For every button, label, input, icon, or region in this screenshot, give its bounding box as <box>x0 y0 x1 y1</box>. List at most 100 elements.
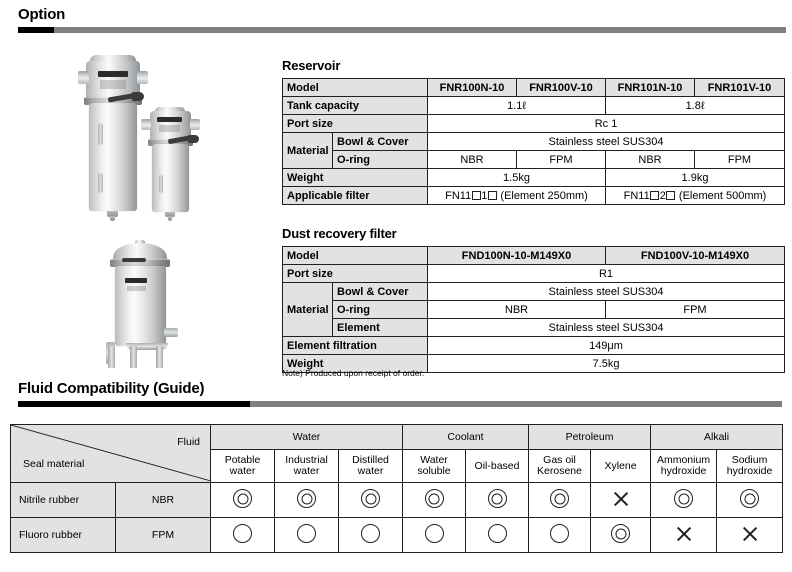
table-row: Port size Rc 1 <box>282 114 785 133</box>
rating-fpm-4 <box>464 517 530 553</box>
table-row: Model FNR100N-10 FNR100V-10 FNR101N-10 F… <box>282 78 785 97</box>
reservoir-weight-label: Weight <box>282 168 428 187</box>
reservoir-bowl-cover-label: Bowl & Cover <box>332 132 428 151</box>
fluid-col-sodium-hydroxide: Sodium hydroxide <box>716 449 784 483</box>
rating-double-circle-icon <box>424 489 444 508</box>
table-row: Fluoro rubber FPM <box>10 517 784 553</box>
rating-cross-icon <box>612 490 630 508</box>
dust-element-filtration-label: Element filtration <box>282 336 428 355</box>
dust-filter-note: Note) Produced upon receipt of order. <box>282 368 425 378</box>
reservoir-tank-capacity-1: 1.1ℓ <box>427 96 606 115</box>
fluid-row-material-nbr: Nitrile rubber <box>10 482 116 518</box>
reservoir-tank-capacity-2: 1.8ℓ <box>605 96 785 115</box>
fluid-compatibility-table: Fluid Seal material Water Coolant Petrol… <box>10 424 784 553</box>
rating-fpm-0 <box>210 517 275 553</box>
table-row: Material Bowl & Cover Stainless steel SU… <box>282 132 785 169</box>
fluid-rule-black <box>18 401 250 407</box>
rating-fpm-2 <box>338 517 403 553</box>
table-row: O-ring NBR FPM NBR FPM <box>283 150 785 169</box>
rating-double-circle-icon <box>740 489 760 508</box>
fluid-col-industrial-water: Industrial water <box>274 449 339 483</box>
rating-single-circle-icon <box>424 524 444 543</box>
reservoir-weight-2: 1.9kg <box>605 168 785 187</box>
dust-model-1: FND100N-10-M149X0 <box>427 246 606 265</box>
table-row: Material Bowl & Cover Stainless steel SU… <box>282 282 785 337</box>
table-row: Applicable filter FN11 1 (Element 250mm) … <box>282 186 785 205</box>
reservoir-bowl-cover-value: Stainless steel SUS304 <box>427 132 785 151</box>
dust-bowl-cover-value: Stainless steel SUS304 <box>427 282 785 301</box>
reservoir-oring-1: NBR <box>427 150 517 169</box>
fluid-compatibility-title: Fluid Compatibility (Guide) <box>18 380 205 397</box>
rating-double-circle-icon <box>611 524 631 543</box>
fluid-group-petroleum: Petroleum <box>528 424 652 450</box>
fluid-compatibility-section-header: Fluid Compatibility (Guide) <box>0 380 792 407</box>
table-row: Nitrile rubber NBR <box>10 482 784 518</box>
reservoir-port-size-value: Rc 1 <box>427 114 785 133</box>
fluid-row-code-fpm: FPM <box>115 517 211 553</box>
rating-nbr-5 <box>528 482 592 518</box>
rating-double-circle-icon <box>550 489 570 508</box>
table-row: Port size R1 <box>282 264 785 283</box>
rating-single-circle-icon <box>297 524 316 543</box>
table-row: Tank capacity 1.1ℓ 1.8ℓ <box>282 96 785 115</box>
fluid-row-material-fpm: Fluoro rubber <box>10 517 116 553</box>
reservoir-oring-4: FPM <box>694 150 785 169</box>
rating-single-circle-icon <box>233 524 252 543</box>
table-row: O-ring NBR FPM <box>283 300 785 319</box>
dust-element-filtration-value: 149μm <box>427 336 785 355</box>
dust-recovery-filter-table: Model FND100N-10-M149X0 FND100V-10-M149X… <box>282 246 785 373</box>
option-section-header: Option <box>0 6 792 33</box>
fluid-col-water-soluble: Water soluble <box>402 449 466 483</box>
rating-nbr-2 <box>338 482 403 518</box>
rating-nbr-3 <box>402 482 466 518</box>
rating-fpm-7 <box>650 517 718 553</box>
reservoir-table-title: Reservoir <box>282 58 341 73</box>
rating-double-circle-icon <box>297 489 316 508</box>
dust-weight-value: 7.5kg <box>427 354 785 373</box>
fluid-group-coolant: Coolant <box>401 424 530 450</box>
rating-nbr-8 <box>716 482 784 518</box>
rating-cross-icon <box>741 525 759 543</box>
dust-port-size-value: R1 <box>427 264 785 283</box>
rating-nbr-1 <box>274 482 339 518</box>
fluid-row-code-nbr: NBR <box>115 482 211 518</box>
dust-port-size-label: Port size <box>282 264 428 283</box>
fluid-group-water: Water <box>210 424 403 450</box>
square-placeholder-icon <box>666 190 676 200</box>
fluid-col-xylene: Xylene <box>590 449 652 483</box>
table-row: Weight 7.5kg <box>282 354 785 373</box>
dust-material-label: Material <box>282 282 333 337</box>
rating-double-circle-icon <box>674 489 694 508</box>
rating-cross-icon <box>675 525 693 543</box>
dust-element-label: Element <box>332 318 428 337</box>
dust-bowl-cover-label: Bowl & Cover <box>332 282 428 301</box>
seal-material-axis-label: Seal material <box>23 458 85 470</box>
fluid-col-ammonium-hydroxide: Ammonium hydroxide <box>650 449 718 483</box>
fluid-compatibility-rule <box>0 401 792 407</box>
reservoir-material-label: Material <box>282 132 333 169</box>
rating-fpm-1 <box>274 517 339 553</box>
reservoir-applicable-filter-2: FN11 2 (Element 500mm) <box>605 186 785 205</box>
dust-model-label: Model <box>282 246 428 265</box>
dust-oring-2: FPM <box>605 300 785 319</box>
fluid-subheader-row: Potable water Industrial water Distilled… <box>11 449 784 483</box>
table-row: Element Stainless steel SUS304 <box>283 318 785 337</box>
rating-fpm-5 <box>528 517 592 553</box>
fluid-axis-label: Fluid <box>177 436 200 448</box>
table-row: Model FND100N-10-M149X0 FND100V-10-M149X… <box>282 246 785 265</box>
rating-double-circle-icon <box>361 489 380 508</box>
reservoir-oring-3: NBR <box>605 150 695 169</box>
option-rule-black <box>18 27 54 33</box>
table-row: Weight 1.5kg 1.9kg <box>282 168 785 187</box>
dust-weight-label: Weight <box>282 354 428 373</box>
reservoir-model-label: Model <box>282 78 428 97</box>
rating-single-circle-icon <box>550 524 570 543</box>
fluid-group-alkali: Alkali <box>650 424 784 450</box>
reservoir-applicable-filter-label: Applicable filter <box>282 186 428 205</box>
reservoir-model-4: FNR101V-10 <box>694 78 785 97</box>
fluid-table-corner: Fluid Seal material <box>10 424 211 483</box>
rating-nbr-4 <box>464 482 530 518</box>
option-rule <box>0 27 792 33</box>
rating-fpm-8 <box>716 517 784 553</box>
dust-filter-product-photo <box>60 230 270 380</box>
